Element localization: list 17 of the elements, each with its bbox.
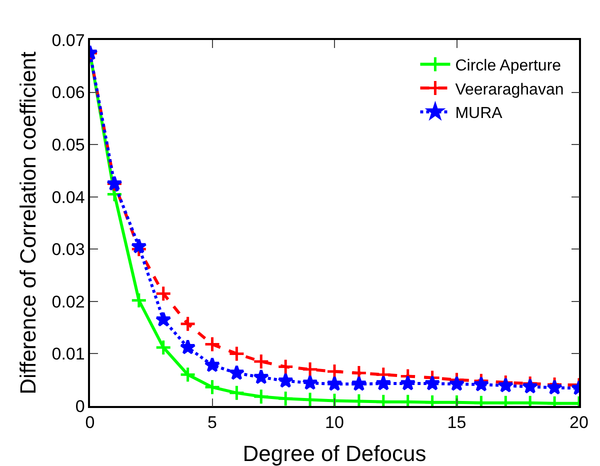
y-tick-label: 0.07 <box>52 30 85 50</box>
legend-label: Circle Aperture <box>455 57 562 74</box>
x-tick-label: 5 <box>208 413 217 432</box>
y-tick-label: 0 <box>75 396 85 416</box>
legend-label: Veeraraghavan <box>455 81 564 98</box>
x-tick-label: 20 <box>570 413 588 432</box>
x-axis-title: Degree of Defocus <box>242 441 426 466</box>
x-tick-label: 15 <box>447 413 466 432</box>
y-axis-title: Difference of Correlation coefficient <box>16 52 40 394</box>
y-tick-label: 0.04 <box>52 188 85 207</box>
y-tick-label: 0.03 <box>52 240 85 260</box>
y-tick-label: 0.06 <box>52 83 85 102</box>
y-tick-label: 0.02 <box>52 292 85 312</box>
y-tick-label: 0.01 <box>52 344 85 364</box>
y-tick-label: 0.05 <box>52 136 85 155</box>
legend-label: MURA <box>455 105 503 122</box>
x-tick-label: 10 <box>325 413 344 432</box>
